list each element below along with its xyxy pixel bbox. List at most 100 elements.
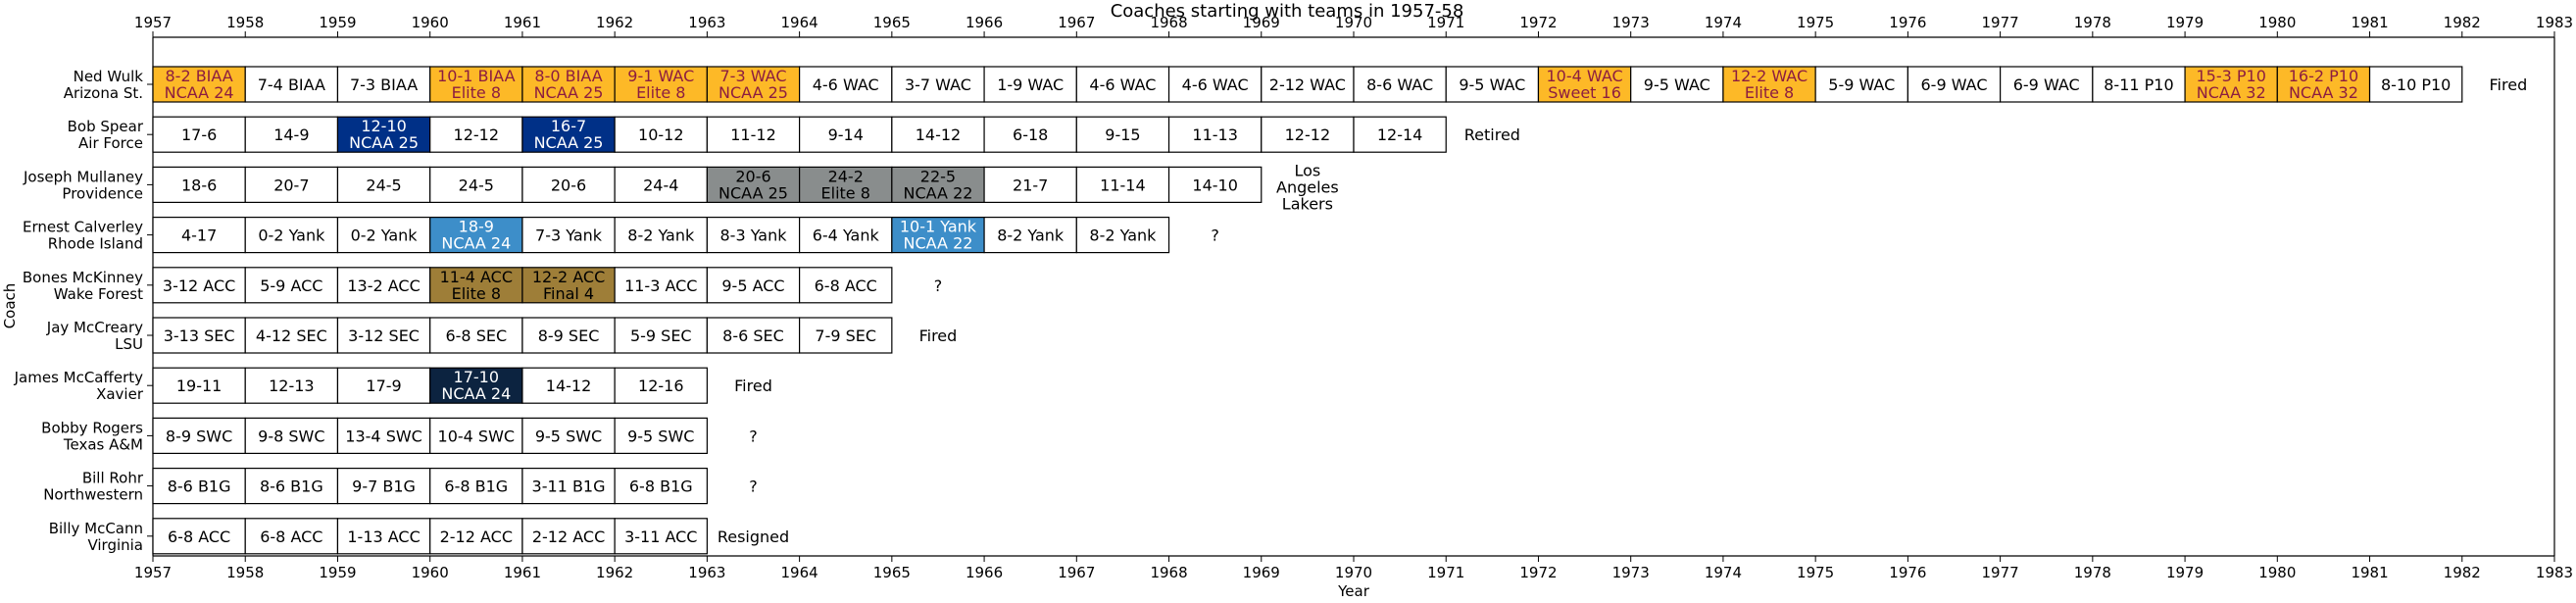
x-tick-label-bottom: 1963 <box>688 564 725 581</box>
after-status-label: Retired <box>1464 126 1520 144</box>
x-tick-label-bottom: 1964 <box>781 564 818 581</box>
season-cell-label: NCAA 25 <box>534 83 604 102</box>
season-cell <box>244 217 339 254</box>
season-cell <box>1353 66 1447 103</box>
season-cell <box>891 116 985 153</box>
coach-team-label: Northwestern <box>43 486 143 504</box>
season-cell-label: 4-6 WAC <box>1182 75 1249 94</box>
season-cell <box>2276 66 2371 103</box>
season-cell-label: 13-4 SWC <box>345 427 422 445</box>
season-cell-label: 6-8 B1G <box>629 477 693 496</box>
coach-name-label: Ernest Calverley <box>23 219 143 236</box>
season-cell-label: NCAA 22 <box>904 234 973 253</box>
season-cell <box>244 367 339 404</box>
season-cell <box>521 66 616 103</box>
x-tick-label-top: 1978 <box>2074 14 2111 31</box>
season-cell-label: 0-2 Yank <box>258 226 325 245</box>
season-cell <box>152 317 246 354</box>
chart-title: Coaches starting with teams in 1957-58 <box>1111 1 1464 22</box>
x-tick-label-bottom: 1970 <box>1335 564 1372 581</box>
plot-area: 1957 1957 1958 1958 1959 1959 1960 1960 1961 1961… <box>14 14 2573 581</box>
season-cell <box>1537 66 1632 103</box>
season-cell <box>799 217 893 254</box>
x-axis-title: Year <box>1337 582 1370 600</box>
x-tick-label-bottom: 1968 <box>1150 564 1187 581</box>
season-cell-label: 10-12 <box>638 126 684 144</box>
season-cell <box>1167 116 1263 153</box>
coach-name-label: Bob Spear <box>68 118 144 135</box>
season-cell-label: 3-12 ACC <box>163 276 235 295</box>
season-cell <box>2000 66 2094 103</box>
x-tick-label-top: 1980 <box>2258 14 2296 31</box>
season-cell <box>891 166 985 203</box>
season-cell-label: 8-2 Yank <box>1089 226 1157 245</box>
season-cell-label: NCAA 22 <box>904 183 973 202</box>
season-cell-label: 7-3 BIAA <box>350 75 418 94</box>
season-cell-label: 10-4 WAC <box>1546 67 1622 85</box>
season-cell <box>614 417 708 454</box>
season-cell-label: 5-9 WAC <box>1828 75 1895 94</box>
x-tick-label-bottom: 1958 <box>226 564 264 581</box>
x-tick-label-bottom: 1957 <box>134 564 172 581</box>
x-tick-label-bottom: 1972 <box>1519 564 1557 581</box>
season-cell <box>614 518 708 555</box>
season-cell <box>244 267 339 304</box>
after-status-label: Los Angeles Lakers <box>1276 161 1339 213</box>
season-cell-label: 12-12 <box>454 126 500 144</box>
season-cell-label: NCAA 24 <box>165 83 234 102</box>
season-cell-label: 11-4 ACC <box>440 268 513 286</box>
season-cell-label: Elite 8 <box>452 284 501 303</box>
season-cell-label: 12-2 WAC <box>1731 67 1808 85</box>
season-cell <box>1167 166 1263 203</box>
season-cell <box>244 166 339 203</box>
season-cell <box>614 166 708 203</box>
season-cell <box>521 116 616 153</box>
season-cell-label: 3-7 WAC <box>905 75 971 94</box>
coach-team-label: Arizona St. <box>64 84 143 102</box>
season-cell <box>614 367 708 404</box>
season-cell-label: 17-9 <box>366 377 401 395</box>
season-cell <box>429 367 523 404</box>
season-cell-label: 9-7 B1G <box>352 477 416 496</box>
season-cell <box>152 116 246 153</box>
season-cell <box>336 217 431 254</box>
season-cell-label: 1-9 WAC <box>997 75 1064 94</box>
season-cell <box>983 217 1077 254</box>
season-cell <box>891 217 985 254</box>
season-cell-label: 20-6 <box>551 176 586 194</box>
after-status-label: Fired <box>919 327 958 345</box>
season-cell-label: 9-8 SWC <box>258 427 324 445</box>
season-cell-label: 7-3 WAC <box>720 67 787 85</box>
season-cell <box>614 267 708 304</box>
season-cell-label: 14-10 <box>1192 176 1238 194</box>
x-tick-label-bottom: 1983 <box>2536 564 2573 581</box>
season-cell-label: 6-8 ACC <box>260 528 322 546</box>
x-tick-label-top: 1967 <box>1058 14 1095 31</box>
season-cell <box>336 166 431 203</box>
season-cell-label: 24-2 <box>828 167 864 185</box>
x-tick-label-top: 1979 <box>2166 14 2204 31</box>
season-cell-label: 12-12 <box>1285 126 1331 144</box>
season-cell-label: Elite 8 <box>1745 83 1794 102</box>
coach-name-label: Jay McCreary <box>46 319 143 336</box>
season-cell-label: 8-2 Yank <box>627 226 695 245</box>
x-tick-label-top: 1966 <box>966 14 1003 31</box>
coach-team-label: Wake Forest <box>54 285 143 303</box>
season-cell <box>336 116 431 153</box>
season-cell-label: 19-11 <box>176 377 223 395</box>
x-tick-label-top: 1959 <box>319 14 356 31</box>
season-cell <box>429 417 523 454</box>
season-cell <box>429 166 523 203</box>
season-cell-label: 3-11 B1G <box>532 477 606 496</box>
season-cell-label: 10-1 BIAA <box>437 67 515 85</box>
x-tick-label-bottom: 1979 <box>2166 564 2204 581</box>
season-cell-label: 4-6 WAC <box>813 75 879 94</box>
season-cell <box>336 468 431 505</box>
x-tick-label-bottom: 1980 <box>2258 564 2296 581</box>
season-cell-label: 16-7 <box>551 117 586 135</box>
x-tick-label-bottom: 1959 <box>319 564 356 581</box>
season-cell <box>244 468 339 505</box>
season-cell-label: 8-6 B1G <box>260 477 323 496</box>
season-cell-label: 1-13 ACC <box>347 528 420 546</box>
season-cell <box>614 468 708 505</box>
